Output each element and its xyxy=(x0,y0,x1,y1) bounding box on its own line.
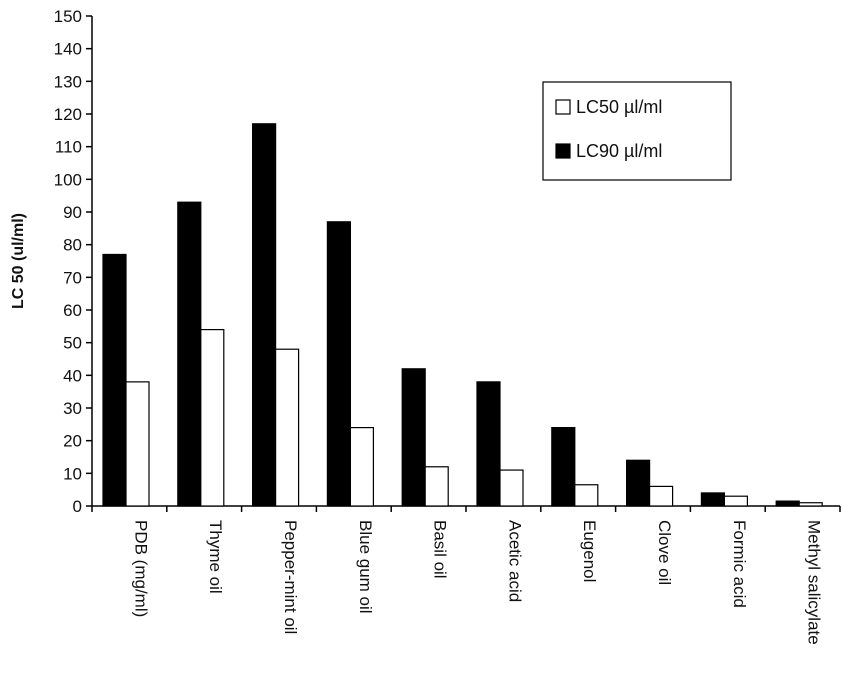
category-labels: PDB (mg/ml) Thyme oil Pepper-mint oil Blue … xyxy=(131,520,823,645)
bar-lc90 xyxy=(327,222,350,506)
bar-lc50 xyxy=(799,503,822,506)
legend-swatch xyxy=(556,144,570,158)
y-axis: 0 10 20 30 40 50 60 70 80 90 100 110 120 130 140 150 xyxy=(54,7,92,516)
y-tick-label: 60 xyxy=(63,301,82,320)
y-tick-label: 80 xyxy=(63,236,82,255)
bars xyxy=(103,124,822,506)
bar-lc90 xyxy=(627,460,650,506)
legend-label: LC90 µl/ml xyxy=(576,141,662,161)
y-tick-label: 40 xyxy=(63,366,82,385)
y-tick-label: 120 xyxy=(54,105,82,124)
x-axis xyxy=(92,506,840,512)
bar-lc90 xyxy=(552,428,575,506)
x-tick-label: Methyl salicylate xyxy=(805,520,824,645)
y-tick-label: 150 xyxy=(54,7,82,26)
y-tick-label: 140 xyxy=(54,40,82,59)
x-tick-label: Eugenol xyxy=(580,520,599,582)
x-tick-label: Blue gum oil xyxy=(356,520,375,614)
x-tick-label: Clove oil xyxy=(655,520,674,585)
x-tick-label: Pepper-mint oil xyxy=(281,520,300,634)
x-tick-label: Formic acid xyxy=(730,520,749,608)
y-tick-label: 10 xyxy=(63,464,82,483)
y-tick-label: 100 xyxy=(54,170,82,189)
bar-lc90 xyxy=(477,382,500,506)
y-tick-label: 130 xyxy=(54,72,82,91)
bar-lc50 xyxy=(650,486,673,506)
bar-lc50 xyxy=(724,496,747,506)
bar-lc50 xyxy=(201,330,224,506)
x-tick-label: Acetic acid xyxy=(505,520,524,602)
y-tick-label: 20 xyxy=(63,432,82,451)
x-tick-label: Thyme oil xyxy=(206,520,225,594)
x-tick-label: PDB (mg/ml) xyxy=(131,520,150,617)
y-axis-title: LC 50 (ul/ml) xyxy=(10,213,27,309)
bar-lc50 xyxy=(276,349,299,506)
legend-label: LC50 µl/ml xyxy=(576,97,662,117)
y-tick-label: 90 xyxy=(63,203,82,222)
legend-swatch xyxy=(556,100,570,114)
x-tick-label: Basil oil xyxy=(431,520,450,579)
bar-lc90 xyxy=(103,254,126,506)
y-tick-label: 110 xyxy=(55,138,82,157)
bar-lc50 xyxy=(126,382,149,506)
bar-lc50 xyxy=(425,467,448,506)
y-tick-label: 70 xyxy=(63,268,82,287)
bar-lc90 xyxy=(402,369,425,506)
bar-lc50 xyxy=(575,485,598,506)
bar-lc90 xyxy=(701,493,724,506)
y-tick-label: 30 xyxy=(63,399,82,418)
bar-lc50 xyxy=(350,428,373,506)
y-tick-label: 50 xyxy=(63,334,82,353)
y-tick-label: 0 xyxy=(73,497,82,516)
bar-lc90 xyxy=(253,124,276,506)
bar-lc50 xyxy=(500,470,523,506)
bar-lc90 xyxy=(178,202,201,506)
legend: LC50 µl/ml LC90 µl/ml xyxy=(543,82,731,180)
bar-lc90 xyxy=(776,501,799,506)
